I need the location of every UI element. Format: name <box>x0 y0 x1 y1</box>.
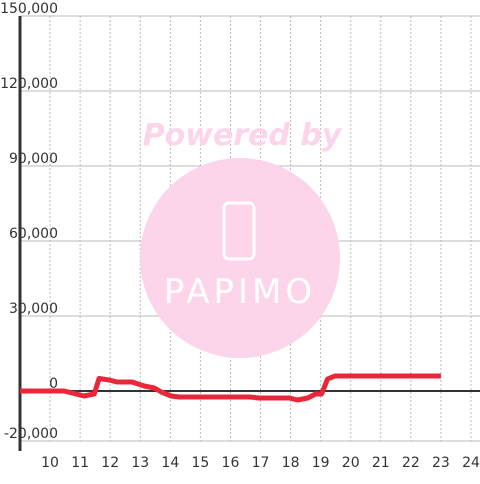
x-tick-label: 13 <box>131 455 149 471</box>
x-tick-label: 21 <box>372 455 390 471</box>
x-tick-label: 18 <box>282 455 300 471</box>
x-tick-label: 12 <box>101 455 119 471</box>
x-tick-label: 23 <box>432 455 450 471</box>
y-tick-label: 150,000 <box>0 1 58 17</box>
y-tick-label: 90,000 <box>9 151 58 167</box>
y-tick-label: 120,000 <box>0 76 58 92</box>
x-tick-label: 16 <box>222 455 240 471</box>
x-tick-label: 19 <box>312 455 330 471</box>
x-tick-label: 24 <box>462 455 480 471</box>
watermark-logo: PAPIMO <box>164 272 316 312</box>
x-tick-label: 17 <box>252 455 270 471</box>
y-tick-label: -20,000 <box>4 426 58 442</box>
y-tick-label: 30,000 <box>9 301 58 317</box>
y-tick-label: 0 <box>49 376 58 392</box>
x-tick-label: 10 <box>41 455 59 471</box>
watermark-text: Powered by <box>143 118 343 153</box>
y-tick-label: 60,000 <box>9 226 58 242</box>
x-tick-label: 20 <box>342 455 360 471</box>
x-tick-label: 11 <box>71 455 89 471</box>
watermark-icon <box>222 201 256 261</box>
x-tick-label: 14 <box>161 455 179 471</box>
line <box>20 373 441 403</box>
x-tick-label: 22 <box>402 455 420 471</box>
x-tick-label: 15 <box>191 455 209 471</box>
